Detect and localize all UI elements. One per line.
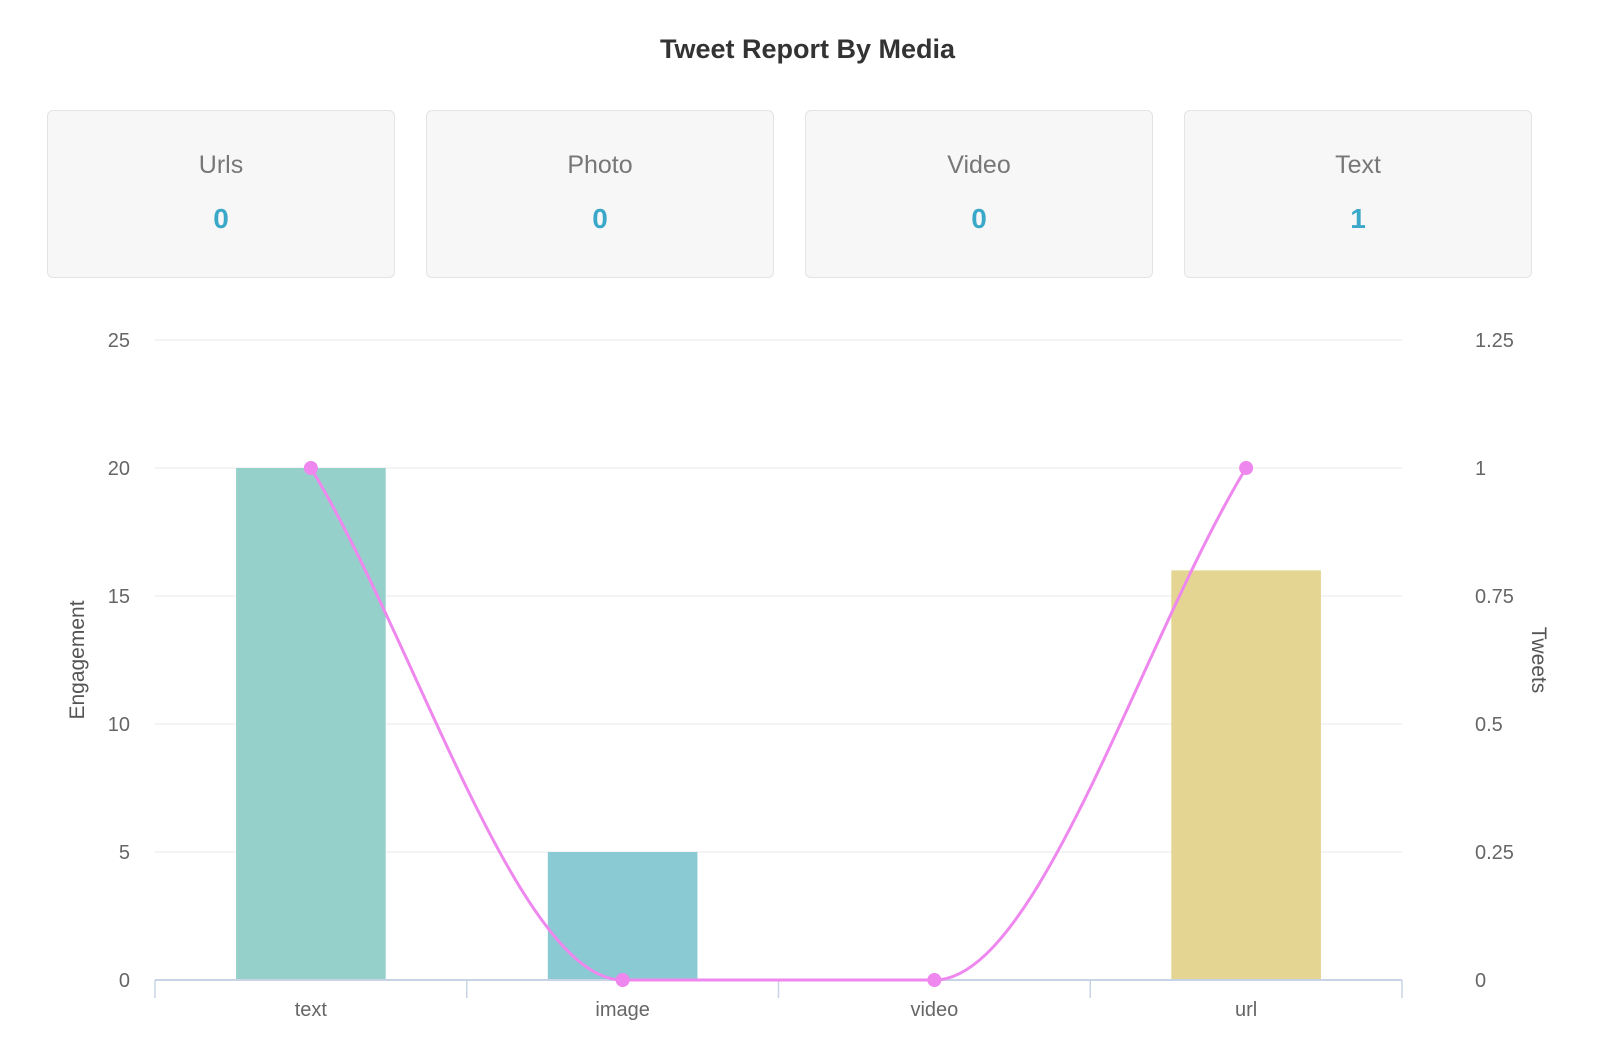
tweets-point-url [1239,461,1254,475]
y-left-tick-label: 0 [119,970,130,992]
bar-image [547,852,698,980]
bar-text [236,468,386,980]
stat-label: Video [947,151,1011,179]
y-left-axis-title: Engagement [66,600,89,719]
tweets-point-image [615,973,630,987]
y-right-tick-label: 0.75 [1475,586,1514,608]
x-tick-label: video [910,999,958,1021]
x-tick-label: image [595,999,649,1021]
y-right-tick-label: 1 [1475,458,1486,480]
page-title: Tweet Report By Media [659,34,956,64]
stat-card-video: Video 0 [805,110,1153,278]
stat-label: Text [1335,151,1381,179]
stat-value: 0 [213,203,229,234]
stat-card-text: Text 1 [1184,110,1532,278]
stat-label: Urls [198,151,244,179]
tweets-point-text [303,461,318,475]
y-right-tick-label: 0 [1475,970,1486,992]
y-left-tick-label: 10 [108,714,130,736]
y-left-tick-label: 5 [119,842,130,864]
bar-url [1171,570,1321,980]
tweets-point-video [927,973,942,987]
y-left-tick-label: 15 [108,586,130,608]
y-right-tick-label: 1.25 [1475,330,1514,352]
x-tick-label: text [295,999,328,1021]
y-left-tick-label: 20 [108,458,130,480]
y-left-tick-label: 25 [108,330,130,352]
x-tick-label: url [1235,999,1257,1021]
stat-card-urls: Urls 0 [47,110,395,278]
stat-label: Photo [567,151,633,179]
stat-card-photo: Photo 0 [426,110,774,278]
stat-value: 0 [971,203,987,234]
y-right-axis-title: Tweets [1527,627,1550,694]
stat-value: 0 [592,203,608,234]
y-right-tick-label: 0.5 [1475,714,1503,736]
stat-value: 1 [1350,203,1366,234]
tweets-line [309,467,1248,982]
y-right-tick-label: 0.25 [1475,842,1514,864]
